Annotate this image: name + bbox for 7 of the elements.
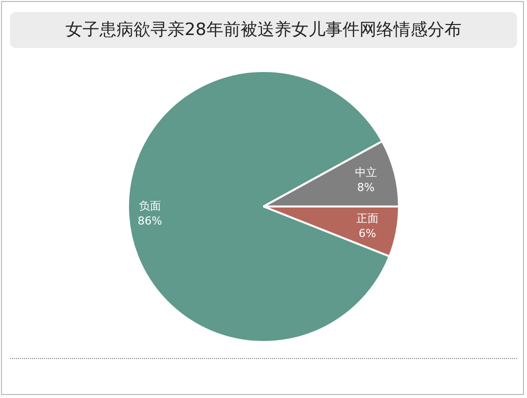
slice-label: 正面 bbox=[356, 212, 378, 226]
slice-label: 负面 bbox=[138, 200, 161, 213]
data-label: 8% bbox=[357, 181, 375, 194]
chart-title: 女子患病欲寻亲28年前被送养女儿事件网络情感分布 bbox=[10, 12, 517, 48]
data-label: 86% bbox=[138, 214, 162, 228]
slice-label: 中立 bbox=[354, 166, 377, 180]
data-label: 6% bbox=[358, 227, 376, 240]
